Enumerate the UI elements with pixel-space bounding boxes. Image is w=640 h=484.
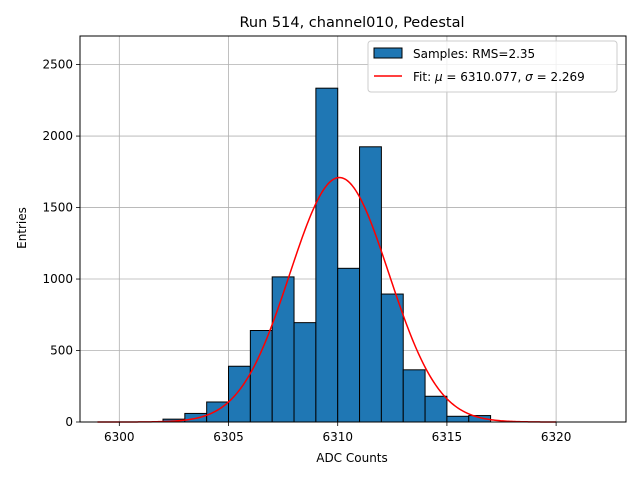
y-tick-label: 1000 xyxy=(42,272,73,286)
legend: Samples: RMS=2.35 Fit: μ = 6310.077, σ =… xyxy=(368,41,617,92)
x-tick-label: 6315 xyxy=(432,430,463,444)
x-tick-label: 6310 xyxy=(322,430,353,444)
histogram-bar xyxy=(447,416,469,422)
histogram-bar xyxy=(425,396,447,422)
legend-mu-symbol: μ xyxy=(434,70,443,84)
x-tick-label: 6320 xyxy=(541,430,572,444)
histogram-bar xyxy=(316,88,338,422)
legend-fit-prefix: Fit: xyxy=(413,70,435,84)
histogram-bar xyxy=(381,294,403,422)
legend-fit-label: Fit: μ = 6310.077, σ = 2.269 xyxy=(413,70,585,84)
histogram-bar xyxy=(294,323,316,422)
y-tick-label: 1500 xyxy=(42,201,73,215)
legend-sigma-value: = 2.269 xyxy=(533,70,585,84)
y-tick-label: 2500 xyxy=(42,58,73,72)
legend-samples-label: Samples: RMS=2.35 xyxy=(413,47,535,61)
x-axis-label: ADC Counts xyxy=(316,451,388,465)
y-tick-label: 0 xyxy=(65,415,73,429)
histogram-bar xyxy=(229,366,251,422)
x-tick-label: 6300 xyxy=(104,430,135,444)
legend-mu-value: = 6310.077, xyxy=(443,70,526,84)
legend-samples-swatch xyxy=(374,48,402,58)
histogram-bar xyxy=(338,268,360,422)
histogram-bar xyxy=(272,277,294,422)
histogram-bar xyxy=(360,147,382,422)
histogram-bar xyxy=(250,331,272,422)
y-axis-label: Entries xyxy=(15,207,29,249)
chart-title: Run 514, channel010, Pedestal xyxy=(239,15,464,31)
y-tick-label: 2000 xyxy=(42,129,73,143)
x-tick-label: 6305 xyxy=(213,430,244,444)
histogram-bar xyxy=(403,370,425,422)
y-tick-label: 500 xyxy=(50,344,73,358)
